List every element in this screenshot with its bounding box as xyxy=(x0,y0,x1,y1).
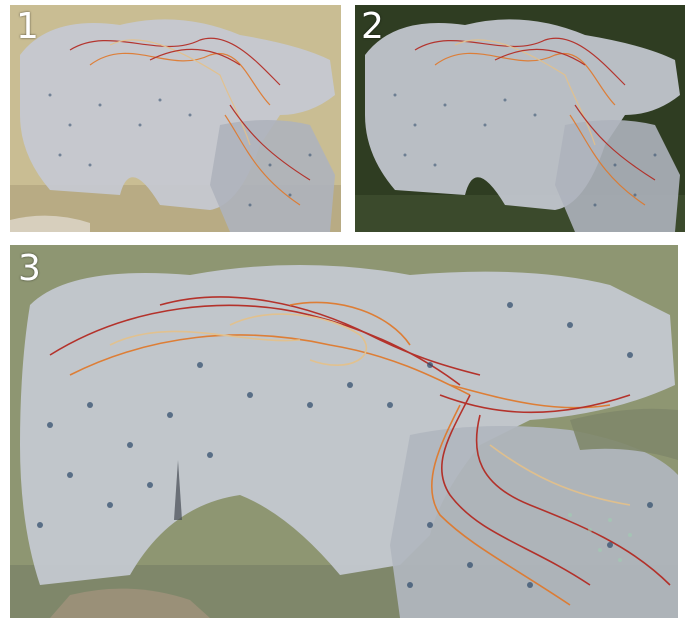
panel-label-1: 1 xyxy=(16,6,39,47)
flow-visualization-1 xyxy=(10,19,341,232)
flow-visualization-3 xyxy=(10,265,678,618)
panel-label-3: 3 xyxy=(18,248,41,289)
flow-visualization-2 xyxy=(355,19,685,232)
panel-3: 3 xyxy=(10,245,678,618)
panel-1: 1 xyxy=(10,5,341,232)
panel-2: 2 xyxy=(355,5,685,232)
panel-label-2: 2 xyxy=(361,6,384,47)
